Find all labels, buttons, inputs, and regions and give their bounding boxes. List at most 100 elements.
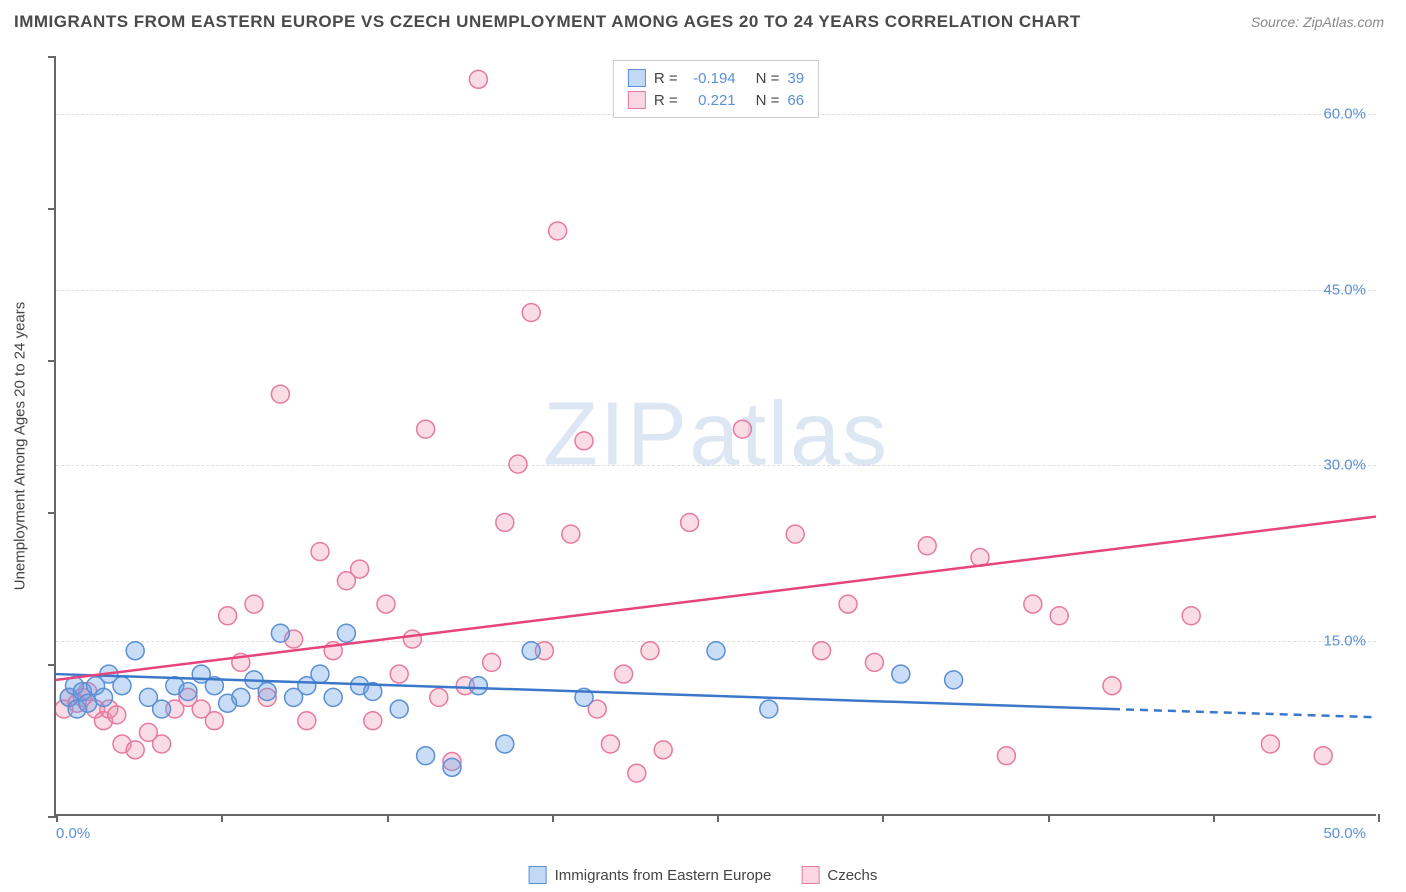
data-point — [1050, 607, 1068, 625]
y-axis-tick — [48, 208, 56, 210]
data-point — [417, 747, 435, 765]
legend-row: R = 0.221 N = 66 — [628, 89, 804, 111]
legend-swatch-icon — [628, 91, 646, 109]
data-point — [126, 741, 144, 759]
correlation-legend: R = -0.194 N = 39 R = 0.221 N = 66 — [613, 60, 819, 118]
data-point — [615, 665, 633, 683]
data-point — [1182, 607, 1200, 625]
r-value: 0.221 — [686, 92, 736, 109]
x-axis-tick — [1378, 814, 1380, 822]
data-point — [153, 735, 171, 753]
data-point — [522, 304, 540, 322]
data-point — [469, 70, 487, 88]
data-point — [839, 595, 857, 613]
x-axis-tick — [1048, 814, 1050, 822]
x-tick-label-min: 0.0% — [56, 825, 90, 842]
r-value: -0.194 — [686, 70, 736, 87]
scatter-svg — [56, 56, 1376, 814]
data-point — [311, 543, 329, 561]
data-point — [108, 706, 126, 724]
x-axis-tick — [717, 814, 719, 822]
data-point — [390, 700, 408, 718]
data-point — [469, 677, 487, 695]
data-point — [324, 688, 342, 706]
data-point — [271, 624, 289, 642]
data-point — [153, 700, 171, 718]
trend-line-extrapolated — [1112, 709, 1376, 717]
source-label: Source: ZipAtlas.com — [1251, 14, 1384, 30]
x-axis-tick — [1213, 814, 1215, 822]
data-point — [549, 222, 567, 240]
data-point — [628, 764, 646, 782]
data-point — [205, 712, 223, 730]
data-point — [786, 525, 804, 543]
n-label: N = — [756, 92, 780, 109]
data-point — [245, 595, 263, 613]
data-point — [126, 642, 144, 660]
x-axis-tick — [221, 814, 223, 822]
data-point — [654, 741, 672, 759]
data-point — [271, 385, 289, 403]
data-point — [403, 630, 421, 648]
data-point — [377, 595, 395, 613]
data-point — [443, 758, 461, 776]
data-point — [113, 677, 131, 695]
data-point — [601, 735, 619, 753]
legend-item: Immigrants from Eastern Europe — [529, 866, 772, 884]
data-point — [1103, 677, 1121, 695]
data-point — [707, 642, 725, 660]
data-point — [430, 688, 448, 706]
y-axis-tick — [48, 664, 56, 666]
data-point — [760, 700, 778, 718]
n-value: 66 — [787, 92, 804, 109]
data-point — [390, 665, 408, 683]
data-point — [681, 513, 699, 531]
chart-title: IMMIGRANTS FROM EASTERN EUROPE VS CZECH … — [14, 12, 1081, 32]
data-point — [179, 683, 197, 701]
y-axis-label: Unemployment Among Ages 20 to 24 years — [12, 302, 29, 591]
data-point — [496, 735, 514, 753]
data-point — [1314, 747, 1332, 765]
data-point — [483, 653, 501, 671]
data-point — [1261, 735, 1279, 753]
legend-swatch-icon — [801, 866, 819, 884]
y-axis-tick — [48, 816, 56, 818]
y-axis-tick — [48, 360, 56, 362]
n-value: 39 — [787, 70, 804, 87]
data-point — [417, 420, 435, 438]
x-axis-tick — [387, 814, 389, 822]
data-point — [258, 683, 276, 701]
data-point — [945, 671, 963, 689]
data-point — [95, 688, 113, 706]
legend-swatch-icon — [529, 866, 547, 884]
data-point — [496, 513, 514, 531]
r-label: R = — [654, 70, 678, 87]
data-point — [892, 665, 910, 683]
data-point — [865, 653, 883, 671]
data-point — [232, 688, 250, 706]
y-axis-tick — [48, 56, 56, 58]
x-axis-tick — [552, 814, 554, 822]
plot-area: ZIPatlas R =-0.194N =39R =0.221N =66 15.… — [54, 56, 1376, 816]
legend-swatch-icon — [628, 69, 646, 87]
data-point — [997, 747, 1015, 765]
legend-item-label: Immigrants from Eastern Europe — [555, 867, 772, 884]
data-point — [311, 665, 329, 683]
data-point — [813, 642, 831, 660]
r-label: R = — [654, 92, 678, 109]
series-legend: Immigrants from Eastern Europe Czechs — [529, 866, 878, 884]
data-point — [1024, 595, 1042, 613]
x-axis-tick — [56, 814, 58, 822]
n-label: N = — [756, 70, 780, 87]
legend-item: Czechs — [801, 866, 877, 884]
data-point — [733, 420, 751, 438]
legend-row: R = -0.194 N = 39 — [628, 67, 804, 89]
data-point — [562, 525, 580, 543]
data-point — [298, 712, 316, 730]
data-point — [575, 432, 593, 450]
data-point — [641, 642, 659, 660]
x-axis-tick — [882, 814, 884, 822]
data-point — [351, 560, 369, 578]
data-point — [918, 537, 936, 555]
data-point — [219, 607, 237, 625]
